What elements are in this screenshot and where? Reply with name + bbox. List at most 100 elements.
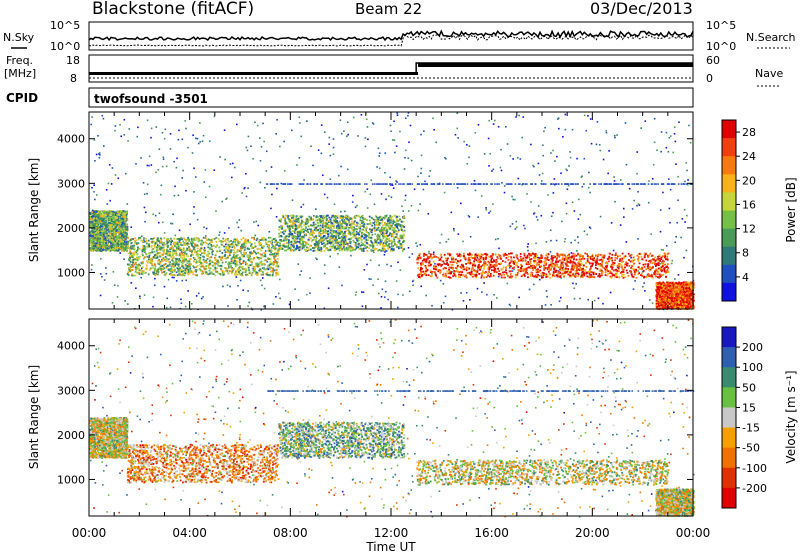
echo-point — [362, 217, 364, 219]
noise-point — [177, 138, 180, 141]
noise-point — [570, 241, 573, 244]
echo-point — [392, 220, 395, 223]
echo-point — [336, 248, 338, 250]
echo-point — [110, 244, 113, 247]
echo-point — [232, 249, 235, 251]
echo-point — [393, 229, 396, 232]
echo-point — [314, 228, 317, 231]
noise-point — [576, 250, 578, 252]
echo-point — [306, 220, 309, 223]
echo-point — [126, 228, 129, 231]
echo-point — [356, 224, 359, 227]
echo-point — [119, 211, 122, 214]
echo-point — [360, 236, 362, 239]
counts-tick-bottom-right: 10^0 — [706, 40, 736, 53]
echo-point — [314, 242, 317, 245]
echo-point — [383, 240, 386, 243]
echo-point — [391, 241, 394, 243]
echo-point — [216, 267, 219, 270]
noise-point — [91, 186, 93, 189]
echo-point — [351, 228, 354, 231]
noise-point — [193, 167, 195, 170]
echo-point — [252, 267, 255, 270]
echo-point — [129, 252, 132, 255]
noise-point — [581, 175, 583, 178]
echo-point — [301, 247, 304, 250]
echo-point — [339, 231, 342, 234]
echo-point — [176, 274, 179, 277]
echo-point — [127, 240, 129, 243]
echo-point — [265, 241, 267, 244]
echo-point — [179, 238, 181, 241]
echo-point — [188, 240, 191, 243]
noise-point — [397, 293, 399, 296]
echo-point — [227, 266, 230, 269]
echo-point — [95, 228, 98, 231]
echo-point — [242, 245, 245, 248]
echo-point — [124, 218, 126, 221]
echo-point — [110, 218, 113, 220]
noise-point — [599, 149, 602, 152]
echo-point — [385, 244, 388, 247]
echo-point — [95, 240, 98, 242]
echo-point — [320, 215, 323, 217]
echo-point — [241, 262, 244, 265]
echo-point — [373, 227, 376, 230]
echo-point — [326, 227, 329, 229]
echo-point — [128, 239, 131, 242]
echo-point — [383, 234, 386, 237]
noise-point — [546, 295, 548, 298]
echo-point — [122, 213, 125, 215]
echo-point — [402, 230, 404, 233]
noise-point — [410, 204, 413, 207]
echo-point — [201, 264, 204, 267]
echo-point — [285, 235, 288, 238]
echo-point — [203, 252, 206, 255]
echo-point — [347, 248, 350, 250]
cpid-value: twofsound -3501 — [94, 92, 208, 106]
echo-point — [295, 240, 297, 243]
echo-point — [205, 267, 208, 270]
echo-point — [230, 262, 233, 265]
noise-point — [660, 150, 662, 153]
echo-point — [186, 242, 189, 245]
echo-point — [320, 220, 323, 223]
echo-point — [101, 237, 104, 240]
echo-point — [244, 252, 247, 255]
echo-point — [320, 248, 323, 250]
echo-point — [339, 245, 342, 248]
echo-point — [131, 252, 134, 255]
noise-point — [197, 142, 200, 145]
echo-point — [230, 265, 232, 267]
echo-point — [144, 248, 147, 250]
echo-point — [225, 269, 228, 272]
echo-point — [120, 232, 123, 234]
echo-point — [227, 272, 230, 275]
echo-point — [214, 274, 217, 277]
echo-point — [131, 273, 133, 276]
echo-point — [281, 240, 283, 243]
echo-point — [257, 251, 259, 254]
noise-point — [651, 177, 654, 180]
echo-point — [291, 223, 294, 226]
noise-point — [344, 210, 346, 213]
echo-point — [187, 247, 190, 250]
noise-point — [674, 278, 676, 280]
echo-point — [397, 223, 400, 225]
noise-point — [644, 120, 647, 122]
echo-point — [109, 249, 112, 252]
noise-point — [279, 297, 281, 300]
echo-point — [121, 231, 124, 234]
echo-point — [370, 236, 373, 239]
echo-point — [393, 236, 395, 239]
echo-point — [95, 210, 98, 212]
echo-point — [235, 254, 238, 257]
echo-point — [149, 252, 152, 254]
echo-point — [365, 231, 368, 234]
echo-point — [208, 242, 211, 245]
echo-point — [104, 232, 107, 235]
echo-point — [310, 228, 313, 231]
noise-point — [497, 125, 500, 128]
noise-point — [491, 170, 493, 172]
echo-point — [108, 236, 110, 239]
